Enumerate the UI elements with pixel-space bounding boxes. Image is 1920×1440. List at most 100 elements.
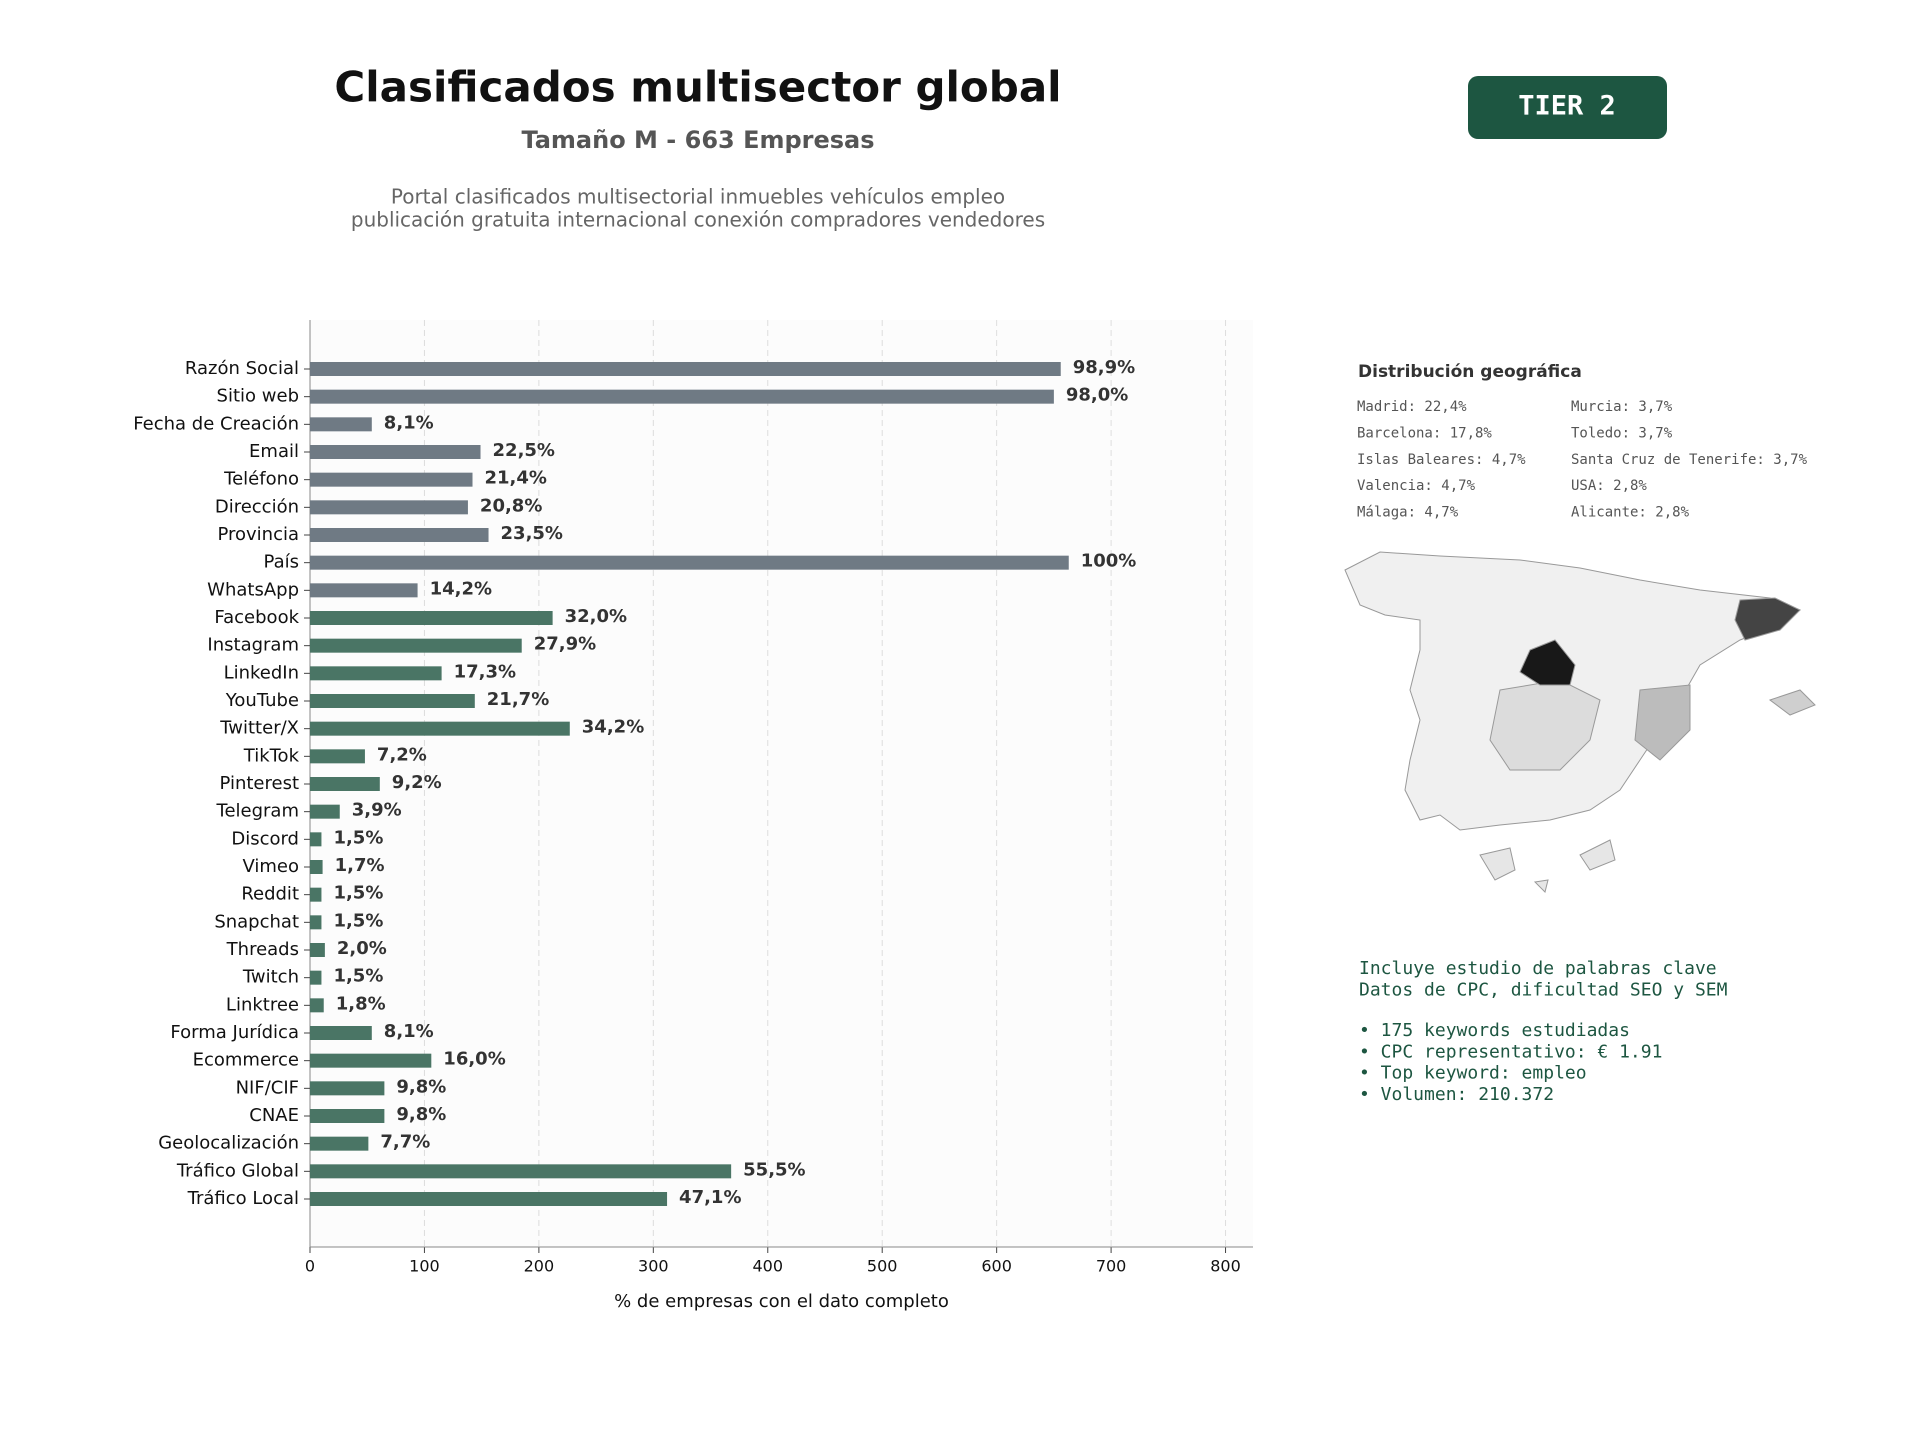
y-tick-label: Geolocalización (158, 1133, 299, 1154)
keyword-intro: Incluye estudio de palabras clave (1359, 958, 1717, 979)
keyword-bullet: • CPC representativo: € 1.91 (1359, 1041, 1662, 1062)
y-tick-label: Telegram (216, 801, 299, 822)
y-tick-label: Tráfico Local (187, 1188, 299, 1209)
value-label: 7,7% (380, 1132, 430, 1153)
bar (310, 998, 324, 1013)
bar (310, 500, 468, 515)
map-islands (1479, 839, 1616, 893)
bar (310, 749, 365, 764)
x-tick-label: 700 (1096, 1257, 1127, 1276)
value-label: 55,5% (743, 1159, 805, 1180)
y-tick-label: Snapchat (214, 911, 299, 932)
y-tick-label: Linktree (226, 994, 299, 1015)
value-label: 8,1% (384, 1021, 434, 1042)
description-line: Portal clasificados multisectorial inmue… (391, 185, 1005, 209)
bar (310, 611, 553, 625)
y-tick-label: País (264, 552, 299, 573)
y-tick-label: WhatsApp (207, 579, 299, 600)
chart-title: Clasificados multisector global (334, 63, 1061, 112)
value-label: 21,4% (485, 468, 547, 489)
bar (310, 666, 442, 681)
value-label: 21,7% (487, 689, 549, 710)
bar (310, 362, 1061, 376)
y-tick-label: Facebook (214, 607, 299, 628)
value-label: 9,2% (392, 772, 442, 793)
bar (310, 1053, 432, 1068)
geo-item: Islas Baleares: 4,7% (1357, 452, 1526, 468)
value-label: 1,5% (333, 827, 383, 848)
y-tick-label: Razón Social (185, 358, 299, 379)
value-label: 14,2% (430, 578, 492, 599)
bar (310, 694, 475, 708)
x-tick-label: 0 (305, 1257, 315, 1276)
value-label: 27,9% (534, 634, 596, 655)
y-tick-label: LinkedIn (224, 662, 299, 683)
y-tick-label: Ecommerce (193, 1050, 299, 1071)
bar (310, 887, 322, 902)
value-label: 7,2% (377, 744, 427, 765)
chart-subtitle: Tamaño M - 663 Empresas (521, 126, 874, 154)
geo-item: Murcia: 3,7% (1571, 399, 1673, 415)
x-tick-label: 600 (981, 1257, 1012, 1276)
y-tick-label: Instagram (207, 635, 299, 656)
y-tick-label: Threads (226, 939, 299, 960)
geo-title: Distribución geográfica (1358, 362, 1582, 382)
y-tick-label: Sitio web (217, 386, 299, 407)
geo-item: Barcelona: 17,8% (1357, 425, 1492, 441)
bar (310, 528, 489, 542)
map-region (1768, 689, 1816, 716)
geo-item: Santa Cruz de Tenerife: 3,7% (1571, 452, 1808, 468)
geo-item: Málaga: 4,7% (1357, 505, 1459, 521)
value-label: 20,8% (480, 495, 542, 516)
bar (310, 777, 380, 791)
y-tick-label: Vimeo (242, 856, 299, 877)
value-label: 2,0% (337, 938, 387, 959)
value-label: 1,8% (336, 993, 386, 1014)
bar (310, 638, 522, 653)
value-label: 22,5% (493, 440, 555, 461)
geo-item: Alicante: 2,8% (1571, 505, 1690, 521)
y-tick-label: Reddit (241, 884, 299, 905)
bar (310, 555, 1069, 570)
y-tick-label: Discord (231, 828, 299, 849)
y-tick-label: Provincia (217, 524, 299, 545)
x-tick-label: 200 (524, 1257, 555, 1276)
y-tick-label: Twitch (242, 967, 299, 988)
value-label: 47,1% (679, 1187, 741, 1208)
keyword-bullet: • Volumen: 210.372 (1359, 1084, 1554, 1105)
geo-item: Toledo: 3,7% (1571, 425, 1673, 441)
keyword-bullet: • 175 keywords estudiadas (1359, 1020, 1630, 1041)
keyword-intro: Datos de CPC, dificultad SEO y SEM (1359, 980, 1728, 1001)
y-tick-label: CNAE (249, 1105, 299, 1126)
value-label: 98,9% (1073, 357, 1135, 378)
value-label: 16,0% (443, 1049, 505, 1070)
y-tick-label: Fecha de Creación (133, 413, 299, 434)
tier-badge-label: TIER 2 (1518, 91, 1616, 122)
bar (310, 1081, 385, 1096)
value-label: 9,8% (396, 1076, 446, 1097)
bar (310, 860, 323, 874)
x-tick-label: 800 (1210, 1257, 1241, 1276)
map-region (1519, 639, 1576, 686)
bar (310, 721, 570, 736)
bar (310, 915, 322, 930)
value-label: 1,5% (333, 966, 383, 987)
bar (310, 1109, 385, 1123)
value-label: 100% (1081, 551, 1137, 572)
bar (310, 804, 340, 819)
tier-badge (1468, 76, 1667, 139)
y-tick-label: Teléfono (223, 469, 299, 490)
value-label: 8,1% (384, 412, 434, 433)
geo-item: Madrid: 22,4% (1357, 399, 1467, 415)
y-tick-label: Forma Jurídica (170, 1022, 299, 1043)
bar (310, 389, 1054, 404)
y-tick-label: Dirección (215, 496, 299, 517)
value-label: 34,2% (582, 717, 644, 738)
x-tick-label: 500 (867, 1257, 898, 1276)
value-label: 3,9% (352, 800, 402, 821)
keyword-bullet: • Top keyword: empleo (1359, 1063, 1587, 1084)
geo-item: Valencia: 4,7% (1357, 478, 1476, 494)
map-region (1734, 597, 1801, 641)
